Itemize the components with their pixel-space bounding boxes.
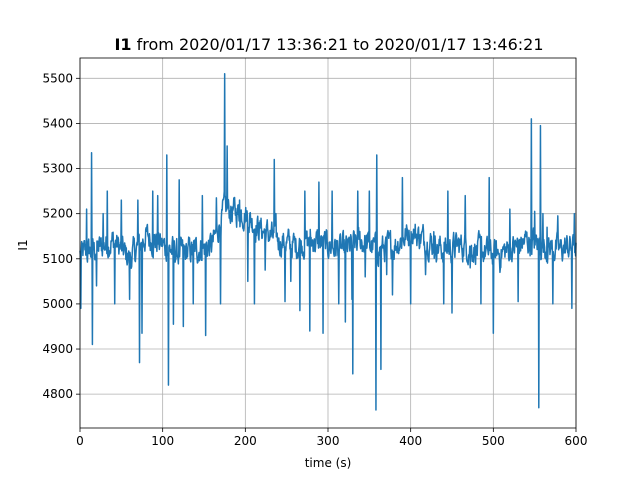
plot-area [79,73,577,411]
x-axis-label: time (s) [305,456,352,470]
chart-title: I1 from 2020/01/17 13:36:21 to 2020/01/1… [114,35,543,54]
x-tick-label: 300 [317,434,340,448]
y-tick-label: 5000 [42,297,73,311]
axes: 0 100 200 300 400 500 600 4800 4900 5000 5100 5200 5… [42,57,588,448]
y-tick-label: 5100 [42,252,73,266]
chart-title-bold: I1 [114,35,131,54]
x-tick-label: 200 [234,434,257,448]
y-axis-label: I1 [16,239,30,250]
y-tick-label: 5200 [42,207,73,221]
y-tick-label: 4800 [42,387,73,401]
x-tick-label: 600 [565,434,588,448]
y-tick-label: 4900 [42,342,73,356]
x-tick-label: 0 [76,434,84,448]
chart-title-rest: from 2020/01/17 13:36:21 to 2020/01/17 1… [132,35,544,54]
series-line [79,73,577,411]
x-tick-label: 400 [399,434,422,448]
x-tick-label: 100 [151,434,174,448]
y-tick-label: 5300 [42,162,73,176]
y-tick-label: 5500 [42,71,73,85]
y-tick-label: 5400 [42,116,73,130]
x-tick-label: 500 [482,434,505,448]
